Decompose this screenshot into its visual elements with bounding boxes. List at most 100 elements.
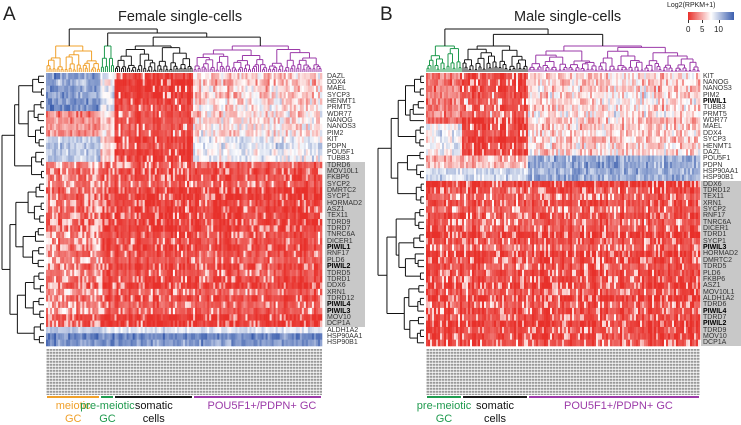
heatmap-cell — [161, 156, 163, 163]
heatmap-cell — [70, 251, 72, 258]
heatmap-cell — [320, 295, 322, 302]
heatmap-cell — [231, 162, 233, 169]
heatmap-cell — [280, 136, 282, 143]
heatmap-cell — [231, 168, 233, 175]
heatmap-cell — [256, 181, 258, 188]
heatmap-cell — [209, 200, 211, 207]
heatmap-cell — [235, 263, 237, 270]
heatmap-cell — [96, 156, 98, 163]
heatmap-cell — [187, 181, 189, 188]
heatmap-cell — [310, 238, 312, 245]
heatmap-cell — [272, 136, 274, 143]
heatmap-cell — [96, 187, 98, 194]
heatmap-cell — [243, 213, 245, 220]
heatmap-cell — [117, 143, 119, 150]
heatmap-cell — [203, 276, 205, 283]
heatmap-cell — [106, 181, 108, 188]
heatmap-cell — [98, 283, 100, 290]
heatmap-cell — [173, 295, 175, 302]
heatmap-cell — [157, 130, 159, 137]
heatmap-cell — [76, 162, 78, 169]
heatmap-cell — [249, 244, 251, 251]
heatmap-cell — [262, 251, 264, 258]
heatmap-cell — [316, 175, 318, 182]
heatmap-cell — [203, 289, 205, 296]
heatmap-cell — [147, 187, 149, 194]
heatmap-cell — [52, 232, 54, 239]
heatmap-cell — [201, 124, 203, 131]
heatmap-cell — [272, 187, 274, 194]
heatmap-cell — [209, 194, 211, 201]
heatmap-cell — [294, 276, 296, 283]
heatmap-cell — [249, 263, 251, 270]
heatmap-cell — [74, 270, 76, 277]
heatmap-cell — [213, 257, 215, 264]
heatmap-cell — [115, 283, 117, 290]
heatmap-cell — [145, 98, 147, 105]
heatmap-cell — [159, 257, 161, 264]
heatmap-cell — [284, 98, 286, 105]
heatmap-cell — [82, 124, 84, 131]
heatmap-cell — [260, 295, 262, 302]
heatmap-cell — [235, 124, 237, 131]
heatmap-cell — [235, 162, 237, 169]
heatmap-cell — [266, 143, 268, 150]
heatmap-cell — [108, 302, 110, 309]
heatmap-cell — [189, 194, 191, 201]
heatmap-cell — [260, 283, 262, 290]
heatmap-cell — [290, 289, 292, 296]
heatmap-cell — [163, 156, 165, 163]
heatmap-cell — [92, 194, 94, 201]
heatmap-cell — [102, 270, 104, 277]
heatmap-cell — [298, 213, 300, 220]
heatmap-cell — [163, 295, 165, 302]
heatmap-cell — [80, 200, 82, 207]
heatmap-cell — [306, 111, 308, 118]
heatmap-cell — [175, 79, 177, 86]
heatmap-cell — [127, 175, 129, 182]
heatmap-cell — [185, 98, 187, 105]
heatmap-cell — [157, 257, 159, 264]
heatmap-cell — [298, 244, 300, 251]
heatmap-cell — [264, 124, 266, 131]
heatmap-cell — [137, 213, 139, 220]
heatmap-cell — [125, 136, 127, 143]
heatmap-cell — [268, 263, 270, 270]
heatmap-cell — [149, 105, 151, 112]
heatmap-cell — [314, 136, 316, 143]
heatmap-cell — [58, 289, 60, 296]
heatmap-cell — [211, 143, 213, 150]
heatmap-cell — [211, 276, 213, 283]
heatmap-cell — [96, 149, 98, 156]
heatmap-cell — [292, 270, 294, 277]
heatmap-cell — [151, 130, 153, 137]
heatmap-cell — [292, 162, 294, 169]
heatmap-cell — [70, 225, 72, 232]
heatmap-cell — [225, 162, 227, 169]
heatmap-cell — [149, 276, 151, 283]
heatmap-cell — [251, 105, 253, 112]
heatmap-cell — [110, 289, 112, 296]
heatmap-cell — [256, 86, 258, 93]
heatmap-cell — [203, 117, 205, 124]
heatmap-cell — [183, 276, 185, 283]
heatmap-cell — [247, 257, 249, 264]
heatmap-cell — [284, 276, 286, 283]
heatmap-cell — [66, 295, 68, 302]
heatmap-cell — [247, 111, 249, 118]
heatmap-cell — [58, 162, 60, 169]
heatmap-cell — [56, 295, 58, 302]
heatmap-cell — [56, 92, 58, 99]
heatmap-cell — [90, 238, 92, 245]
heatmap-cell — [72, 302, 74, 309]
heatmap-cell — [74, 302, 76, 309]
heatmap-cell — [139, 86, 141, 93]
heatmap-cell — [199, 124, 201, 131]
heatmap-cell — [155, 98, 157, 105]
heatmap-cell — [284, 257, 286, 264]
heatmap-cell — [225, 124, 227, 131]
heatmap-cell — [157, 149, 159, 156]
heatmap-cell — [163, 105, 165, 112]
heatmap-cell — [266, 257, 268, 264]
heatmap-cell — [187, 187, 189, 194]
